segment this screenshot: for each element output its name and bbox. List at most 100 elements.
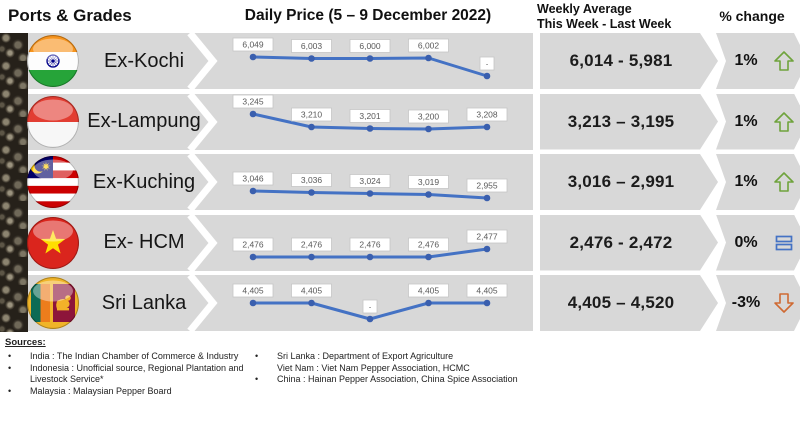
weekly-average-value: 4,405 – 4,520: [567, 293, 675, 312]
source-item: • Sri Lanka : Department of Export Agricu…: [255, 351, 535, 363]
daily-price-sparkline: 2,476 2,476 2,476 2,476 2,477: [223, 215, 533, 271]
svg-text:4,405: 4,405: [418, 286, 440, 296]
ports-grades-header: Ports & Grades: [8, 6, 132, 25]
bullet-icon: •: [8, 385, 12, 396]
weekly-average-band: 2,476 - 2,472: [540, 214, 718, 271]
pct-change-value: 1%: [734, 112, 758, 130]
daily-price-sparkline: 3,245 3,210 3,201 3,200 3,208: [223, 94, 533, 150]
trend-up-icon: [774, 111, 794, 132]
svg-text:-: -: [486, 62, 489, 69]
pct-change-header: % change: [719, 8, 785, 24]
chevron-separator-icon: [187, 93, 218, 150]
svg-text:-: -: [369, 305, 372, 312]
sources-column-1: • India : The Indian Chamber of Commerce …: [8, 351, 258, 397]
source-item: • Malaysia : Malaysian Pepper Board: [8, 386, 258, 398]
source-text: Viet Nam : Viet Nam Pepper Association, …: [277, 362, 470, 373]
port-row-india: Ex-Kochi 6,049 6,003 6,000 6,002 - 6,014 - 5,9…: [0, 33, 800, 89]
svg-text:3,201: 3,201: [359, 111, 381, 121]
sources-section: Sources: • India : The Indian Chamber of …: [5, 337, 795, 396]
svg-text:3,208: 3,208: [476, 109, 498, 119]
trend-up-icon: [774, 172, 794, 192]
port-row-sri-lanka: Sri Lanka 4,405 4,405 - 4,405 4,405 4,405 – 4,…: [0, 275, 800, 331]
row-band: Ex-Kuching 3,046 3,036 3,024 3,019 2,955: [28, 154, 533, 210]
chevron-separator-icon: [187, 214, 218, 271]
source-item: • China : Hainan Pepper Association, Chin…: [255, 374, 535, 386]
svg-text:4,405: 4,405: [242, 286, 264, 296]
daily-price-sparkline: 4,405 4,405 - 4,405 4,405: [223, 275, 533, 331]
source-text: China : Hainan Pepper Association, China…: [277, 374, 518, 384]
weekly-average-value: 2,476 - 2,472: [569, 232, 673, 252]
svg-text:3,200: 3,200: [418, 111, 440, 121]
port-label: Ex-Kuching: [92, 170, 196, 193]
svg-text:4,405: 4,405: [301, 286, 323, 296]
indonesia-flag-icon: [26, 95, 80, 149]
svg-text:2,476: 2,476: [301, 239, 323, 249]
port-row-malaysia: Ex-Kuching 3,046 3,036 3,024 3,019 2,955 3,016…: [0, 154, 800, 210]
svg-text:2,476: 2,476: [359, 239, 381, 249]
daily-price-sparkline: 6,049 6,003 6,000 6,002 -: [223, 33, 533, 89]
weekly-average-band: 3,213 – 3,195: [540, 93, 718, 150]
svg-text:2,476: 2,476: [418, 239, 440, 249]
weekly-average-value: 3,016 – 2,991: [567, 172, 675, 191]
svg-text:2,955: 2,955: [476, 181, 498, 191]
daily-price-sparkline: 3,046 3,036 3,024 3,019 2,955: [223, 154, 533, 210]
chevron-separator-icon: [187, 275, 218, 331]
port-label: Sri Lanka: [101, 291, 187, 314]
source-item: • Indonesia : Unofficial source, Regional…: [8, 363, 258, 386]
bullet-icon: •: [255, 351, 259, 361]
port-row-vietnam: Ex- HCM 2,476 2,476 2,476 2,476 2,477 2,476 - …: [0, 214, 800, 271]
pct-change-band: 1%: [716, 154, 800, 210]
row-band: Ex-Lampung 3,245 3,210 3,201 3,200 3,208: [28, 93, 533, 150]
weekly-average-band: 3,016 – 2,991: [540, 154, 718, 210]
svg-text:6,049: 6,049: [242, 40, 264, 50]
pct-change-band: -3%: [716, 275, 800, 331]
svg-text:3,210: 3,210: [301, 109, 323, 119]
sri-lanka-flag-icon: [26, 276, 80, 330]
source-item: •Viet Nam : Viet Nam Pepper Association,…: [255, 363, 535, 375]
trend-up-icon: [774, 51, 794, 71]
svg-text:3,019: 3,019: [418, 177, 440, 187]
source-text: India : The Indian Chamber of Commerce &…: [30, 351, 239, 361]
trend-equal-icon: [774, 233, 794, 253]
pct-change-band: 1%: [716, 33, 800, 89]
pct-change-value: 0%: [734, 233, 758, 251]
sources-column-2: • Sri Lanka : Department of Export Agricu…: [255, 351, 535, 386]
svg-text:4,405: 4,405: [476, 286, 498, 296]
weekly-average-band: 4,405 – 4,520: [540, 275, 718, 331]
svg-text:2,477: 2,477: [476, 231, 498, 241]
sources-title: Sources:: [5, 337, 46, 348]
pct-change-value: 1%: [734, 52, 758, 69]
pct-change-band: 0%: [716, 214, 800, 271]
weekly-average-header: Weekly Average This Week - Last Week: [537, 2, 671, 32]
port-label: Ex-Kochi: [103, 49, 185, 72]
svg-text:3,245: 3,245: [242, 96, 264, 106]
weekly-average-band: 6,014 - 5,981: [540, 33, 718, 89]
port-row-indonesia: Ex-Lampung 3,245 3,210 3,201 3,200 3,208 3,213…: [0, 93, 800, 150]
weekly-average-header-line2: This Week - Last Week: [537, 17, 672, 31]
svg-text:3,024: 3,024: [359, 176, 381, 186]
port-label: Ex-Lampung: [87, 110, 201, 132]
weekly-average-value: 3,213 – 3,195: [567, 111, 675, 131]
svg-text:2,476: 2,476: [242, 239, 264, 249]
svg-text:3,046: 3,046: [242, 174, 264, 184]
source-text: Sri Lanka : Department of Export Agricul…: [277, 351, 454, 361]
row-band: Ex-Kochi 6,049 6,003 6,000 6,002 -: [28, 33, 533, 89]
india-flag-icon: [26, 34, 80, 88]
weekly-average-value: 6,014 - 5,981: [569, 51, 673, 70]
pct-change-value: -3%: [731, 294, 761, 311]
svg-text:6,002: 6,002: [418, 41, 440, 51]
svg-text:6,000: 6,000: [359, 41, 381, 51]
daily-price-header: Daily Price (5 – 9 December 2022): [244, 7, 492, 24]
row-band: Sri Lanka 4,405 4,405 - 4,405 4,405: [28, 275, 533, 331]
weekly-average-header-line1: Weekly Average: [537, 2, 632, 16]
chevron-separator-icon: [187, 154, 218, 210]
bullet-icon: •: [8, 351, 12, 361]
bullet-icon: •: [255, 374, 259, 384]
source-item: • India : The Indian Chamber of Commerce …: [8, 351, 258, 363]
svg-text:3,036: 3,036: [301, 175, 323, 185]
malaysia-flag-icon: [26, 155, 80, 209]
chevron-separator-icon: [187, 33, 218, 89]
row-band: Ex- HCM 2,476 2,476 2,476 2,476 2,477: [28, 214, 533, 271]
bullet-icon: •: [8, 362, 12, 373]
